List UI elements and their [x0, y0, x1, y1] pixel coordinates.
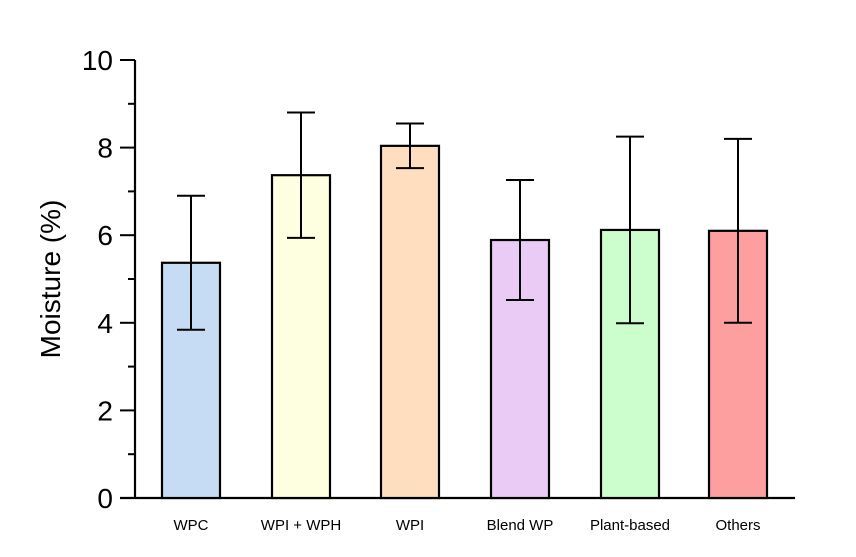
y-tick-label: 0: [97, 483, 113, 514]
x-tick-label: Plant-based: [590, 517, 670, 534]
bar-wpi: [379, 144, 441, 500]
x-tick-label: WPI: [396, 517, 424, 534]
x-tick-label: Blend WP: [487, 517, 554, 534]
y-tick-label: 10: [82, 45, 113, 76]
x-tick-label: WPC: [174, 517, 209, 534]
y-tick-label: 4: [97, 308, 113, 339]
y-tick-label: 2: [97, 395, 113, 426]
bar-wpc: [160, 261, 222, 500]
x-tick-label: WPI + WPH: [261, 517, 341, 534]
y-axis-label: Moisture (%): [35, 200, 66, 359]
y-tick-label: 8: [97, 133, 113, 164]
y-tick-label: 6: [97, 220, 113, 251]
x-tick-label: Others: [715, 517, 760, 534]
